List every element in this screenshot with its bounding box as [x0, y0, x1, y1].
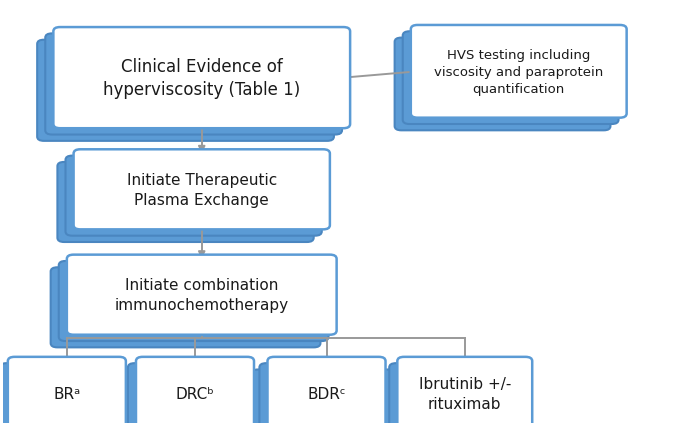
Text: Clinical Evidence of
hyperviscosity (Table 1): Clinical Evidence of hyperviscosity (Tab… — [103, 58, 301, 99]
FancyBboxPatch shape — [57, 163, 313, 242]
FancyBboxPatch shape — [252, 370, 369, 426]
FancyBboxPatch shape — [267, 357, 386, 426]
FancyBboxPatch shape — [37, 40, 334, 141]
Text: BDRᶜ: BDRᶜ — [307, 386, 345, 401]
FancyBboxPatch shape — [65, 156, 322, 236]
FancyBboxPatch shape — [46, 35, 342, 135]
FancyBboxPatch shape — [8, 357, 126, 426]
Text: DRCᵇ: DRCᵇ — [175, 386, 214, 401]
Text: HVS testing including
viscosity and paraprotein
quantification: HVS testing including viscosity and para… — [434, 49, 603, 95]
FancyBboxPatch shape — [136, 357, 254, 426]
FancyBboxPatch shape — [58, 262, 328, 341]
FancyBboxPatch shape — [259, 363, 377, 426]
Text: BRᵃ: BRᵃ — [53, 386, 80, 401]
Text: Ibrutinib +/-
rituximab: Ibrutinib +/- rituximab — [419, 377, 511, 411]
FancyBboxPatch shape — [120, 370, 238, 426]
FancyBboxPatch shape — [73, 150, 330, 230]
FancyBboxPatch shape — [67, 255, 337, 335]
FancyBboxPatch shape — [397, 357, 532, 426]
FancyBboxPatch shape — [411, 26, 627, 118]
Text: Initiate Therapeutic
Plasma Exchange: Initiate Therapeutic Plasma Exchange — [126, 173, 277, 207]
FancyBboxPatch shape — [0, 363, 118, 426]
FancyBboxPatch shape — [51, 268, 320, 348]
FancyBboxPatch shape — [389, 363, 524, 426]
FancyBboxPatch shape — [128, 363, 246, 426]
FancyBboxPatch shape — [381, 370, 516, 426]
Text: Initiate combination
immunochemotherapy: Initiate combination immunochemotherapy — [115, 278, 289, 312]
FancyBboxPatch shape — [53, 28, 350, 129]
FancyBboxPatch shape — [403, 32, 619, 125]
FancyBboxPatch shape — [394, 38, 611, 131]
FancyBboxPatch shape — [0, 370, 109, 426]
